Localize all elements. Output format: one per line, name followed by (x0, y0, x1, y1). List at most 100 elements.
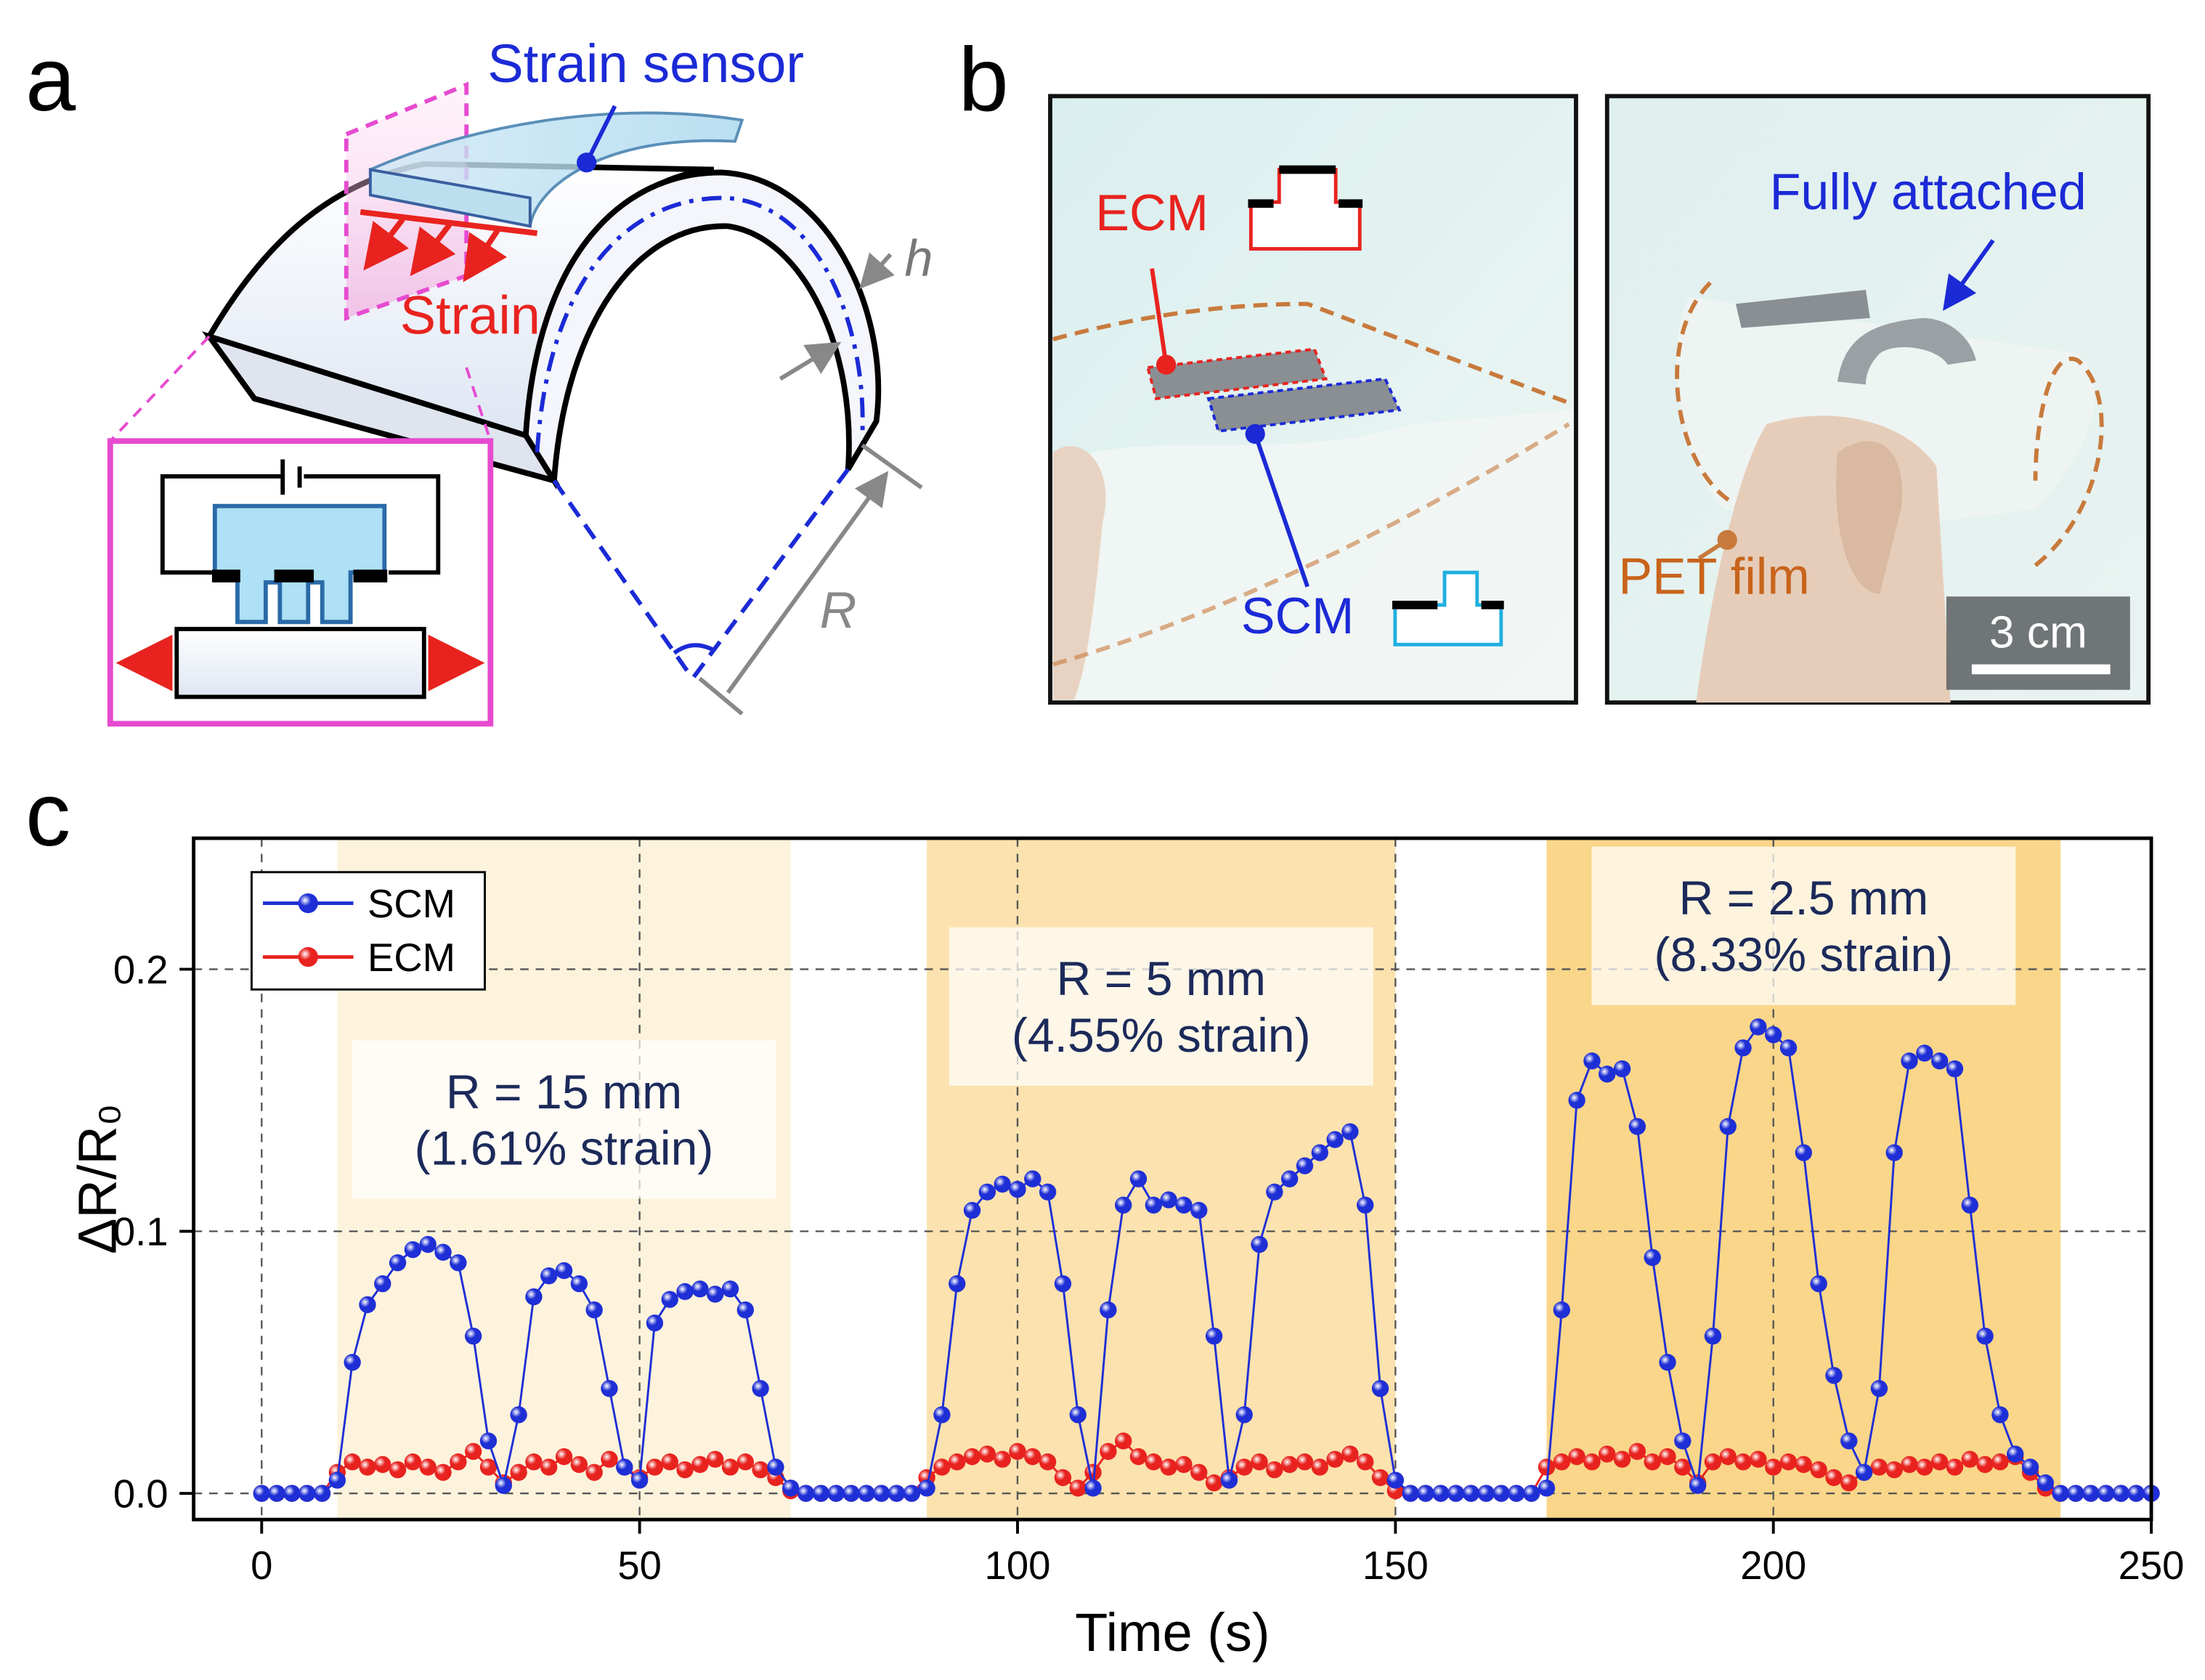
data-point (1976, 1327, 1994, 1345)
data-point (2067, 1485, 2084, 1502)
annotation-box (1591, 846, 2016, 1005)
data-point (299, 1485, 316, 1502)
pointer (1943, 239, 1995, 311)
data-point (1145, 1196, 1162, 1214)
data-point (1719, 1118, 1737, 1135)
data-point (1583, 1453, 1601, 1471)
data-point (616, 1458, 633, 1476)
strain-arrow (463, 229, 507, 283)
data-point (570, 1275, 588, 1293)
data-point (1054, 1275, 1072, 1293)
data-point (949, 1275, 966, 1293)
data-point (1069, 1480, 1087, 1497)
electrode (1481, 601, 1504, 609)
data-point (1266, 1183, 1283, 1201)
x-axis-title: Time (s) (1075, 1602, 1270, 1663)
data-point (479, 1458, 498, 1476)
data-point (1901, 1052, 1918, 1070)
data-point (782, 1480, 800, 1497)
film (1052, 410, 1574, 700)
data-point (1311, 1144, 1328, 1161)
data-point (1235, 1406, 1253, 1424)
data-point (736, 1301, 755, 1319)
data-point (1795, 1144, 1812, 1161)
dim-ext (698, 676, 744, 716)
data-point (1674, 1458, 1692, 1476)
callout: SCM (1241, 588, 1355, 644)
zoom-line (109, 335, 211, 442)
data-point (1251, 1235, 1268, 1253)
data-point (1175, 1196, 1193, 1214)
data-point (2021, 1458, 2039, 1476)
symbol: h (905, 230, 933, 286)
callout: Strain (400, 285, 540, 345)
data-point (1371, 1469, 1389, 1487)
annotation: (1.61% strain) (415, 1122, 714, 1176)
radius-line (552, 479, 695, 680)
electrode (353, 569, 388, 583)
callout: Strain sensor (487, 33, 804, 94)
x-tick-label: 0 (251, 1543, 272, 1588)
annotation: R = 5 mm (1056, 952, 1266, 1006)
data-point (389, 1461, 407, 1479)
data-point (1976, 1456, 1994, 1474)
electrode (1392, 601, 1438, 609)
data-point (1599, 1066, 1616, 1083)
data-point (1734, 1453, 1752, 1471)
data-point (1719, 1448, 1737, 1466)
scm-sample (1206, 377, 1402, 433)
y-tick-label: 0.2 (113, 948, 168, 992)
y-axis-title: ΔR/R₀ (68, 1103, 128, 1254)
data-point (1296, 1453, 1314, 1471)
data-point (646, 1458, 664, 1476)
data-point (389, 1254, 407, 1272)
callout: Fully attached (1770, 163, 2087, 220)
data-point (1765, 1458, 1782, 1476)
legend-label: ECM (368, 936, 455, 980)
data-point (525, 1453, 543, 1471)
data-point (1825, 1367, 1843, 1384)
data-point (1115, 1432, 1132, 1450)
data-point (1115, 1196, 1132, 1214)
data-point (1326, 1450, 1344, 1468)
substrate (174, 627, 426, 699)
data-point (1009, 1180, 1026, 1198)
data-point (2007, 1445, 2024, 1463)
electrode (1279, 165, 1336, 174)
annotation: R = 2.5 mm (1678, 872, 1928, 925)
data-point (601, 1380, 618, 1397)
data-point (313, 1485, 331, 1502)
data-point (479, 1432, 498, 1450)
data-point (328, 1472, 346, 1489)
data-point (1961, 1450, 1978, 1468)
data-point (1961, 1196, 1978, 1214)
panel-a: a Strain sensor Strain h R (25, 29, 933, 727)
arch-front (523, 169, 882, 490)
data-point (1644, 1453, 1661, 1471)
data-point (1205, 1474, 1223, 1492)
data-point (585, 1464, 603, 1481)
data-point (495, 1477, 512, 1494)
data-point (344, 1353, 361, 1371)
data-point (1538, 1458, 1556, 1476)
data-point (2112, 1485, 2130, 1502)
data-point (1991, 1453, 2009, 1471)
data-point (752, 1461, 769, 1479)
pointer-dot (577, 153, 597, 173)
data-point (1916, 1044, 1933, 1062)
data-point (1280, 1456, 1299, 1474)
electrode (211, 569, 240, 583)
data-point (1100, 1301, 1117, 1319)
data-point (933, 1406, 951, 1424)
annotation: (4.55% strain) (1012, 1009, 1311, 1063)
data-point (812, 1485, 830, 1502)
data-point (1462, 1485, 1480, 1502)
pointer-dot (1245, 423, 1265, 445)
data-point (1704, 1453, 1722, 1471)
data-point (1644, 1249, 1661, 1267)
finger (1836, 441, 1903, 594)
neutral-axis (535, 195, 865, 453)
data-point (872, 1485, 890, 1502)
data-point (1386, 1472, 1405, 1489)
data-point (1326, 1131, 1344, 1148)
